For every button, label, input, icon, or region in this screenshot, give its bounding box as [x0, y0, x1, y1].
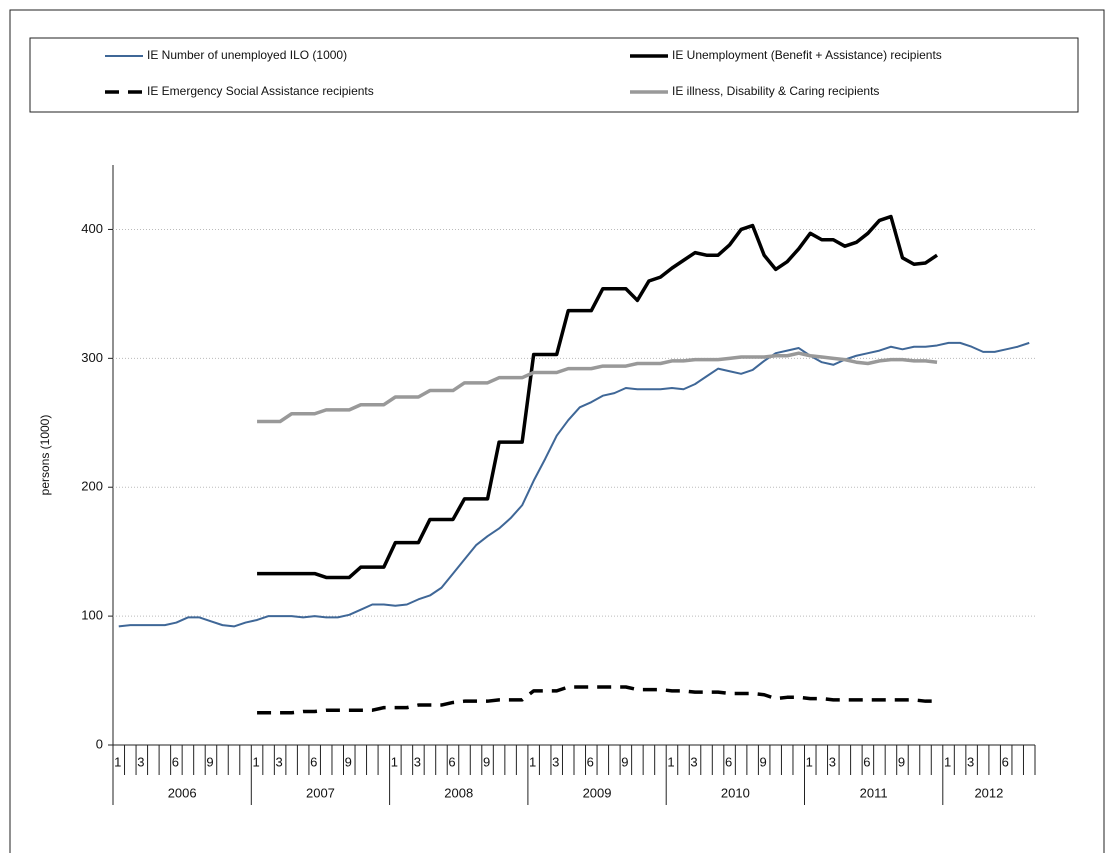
- data-line: [257, 351, 938, 424]
- data-line: [118, 341, 1030, 628]
- x-tick-label: 9: [483, 754, 490, 769]
- x-tick-label: 3: [690, 754, 697, 769]
- x-tick-label: 6: [172, 754, 179, 769]
- x-tick-label: 3: [967, 754, 974, 769]
- x-tick-label: 6: [863, 754, 870, 769]
- legend-box: [29, 37, 1079, 113]
- x-tick-label: 6: [1002, 754, 1009, 769]
- x-tick-label: 1: [391, 754, 398, 769]
- x-tick-label: 9: [345, 754, 352, 769]
- x-tick-label: 3: [137, 754, 144, 769]
- x-group-label: 2011: [860, 785, 888, 800]
- x-tick-label: 3: [414, 754, 421, 769]
- x-tick-label: 6: [448, 754, 455, 769]
- x-group-label: 2009: [583, 785, 612, 800]
- legend-label: IE Number of unemployed ILO (1000): [147, 48, 347, 62]
- y-tick-label: 300: [81, 350, 103, 365]
- x-tick-label: 3: [552, 754, 559, 769]
- x-group-label: 2010: [721, 785, 750, 800]
- x-tick-label: 9: [206, 754, 213, 769]
- y-tick-label: 100: [81, 608, 103, 623]
- y-tick-label: 200: [81, 479, 103, 494]
- x-tick-label: 1: [667, 754, 674, 769]
- x-tick-label: 6: [587, 754, 594, 769]
- x-tick-label: 9: [760, 754, 767, 769]
- x-tick-label: 9: [898, 754, 905, 769]
- x-tick-label: 1: [806, 754, 813, 769]
- x-tick-label: 3: [275, 754, 282, 769]
- x-tick-label: 9: [621, 754, 628, 769]
- x-tick-label: 1: [529, 754, 536, 769]
- x-tick-label: 6: [310, 754, 317, 769]
- data-line: [257, 685, 938, 715]
- x-tick-label: 1: [944, 754, 951, 769]
- x-tick-label: 6: [725, 754, 732, 769]
- x-tick-label: 1: [114, 754, 121, 769]
- x-tick-label: 1: [252, 754, 259, 769]
- x-group-label: 2008: [444, 785, 473, 800]
- x-group-label: 2007: [306, 785, 335, 800]
- x-group-label: 2006: [168, 785, 197, 800]
- legend-label: IE Unemployment (Benefit + Assistance) r…: [672, 48, 942, 62]
- y-tick-label: 0: [96, 736, 103, 751]
- y-axis-label: persons (1000): [38, 415, 52, 496]
- x-tick-label: 3: [829, 754, 836, 769]
- y-tick-label: 400: [81, 221, 103, 236]
- legend-label: IE Emergency Social Assistance recipient…: [147, 84, 374, 98]
- frame: [9, 9, 1105, 858]
- legend-label: IE illness, Disability & Caring recipien…: [672, 84, 879, 98]
- data-line: [257, 214, 939, 580]
- x-group-label: 2012: [974, 785, 1003, 800]
